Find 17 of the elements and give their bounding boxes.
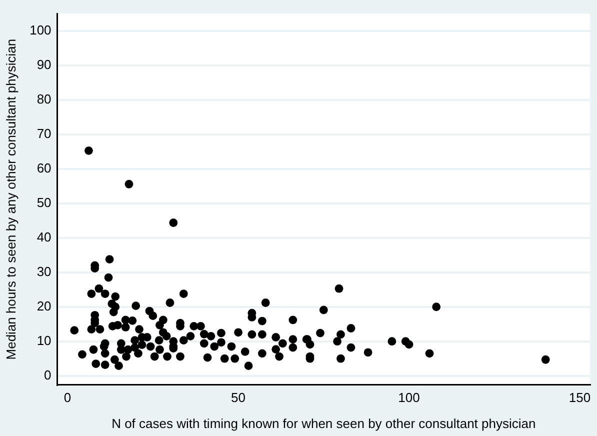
y-tick-label: 30 — [36, 264, 52, 279]
y-tick-label: 0 — [44, 367, 52, 382]
y-tick-label: 70 — [36, 126, 52, 142]
x-tick-label: 150 — [568, 390, 591, 406]
y-tick-label: 80 — [36, 92, 52, 107]
x-tick-label: 50 — [231, 390, 246, 406]
x-tick-label: 0 — [64, 390, 72, 406]
y-tick-label: 50 — [36, 195, 52, 210]
y-tick-label: 100 — [30, 22, 52, 38]
y-tick-label: 20 — [36, 298, 52, 314]
y-axis-title: Median hours to seen by any other consultant physician — [3, 38, 18, 360]
y-tick-label: 60 — [36, 160, 52, 176]
x-axis-title: N of cases with timing known for when seen by other consultant physician — [112, 416, 536, 431]
y-tick-label: 90 — [36, 57, 52, 72]
y-tick-label: 10 — [36, 332, 52, 348]
x-tick-label: 100 — [398, 390, 420, 406]
y-tick-label: 40 — [36, 229, 52, 244]
